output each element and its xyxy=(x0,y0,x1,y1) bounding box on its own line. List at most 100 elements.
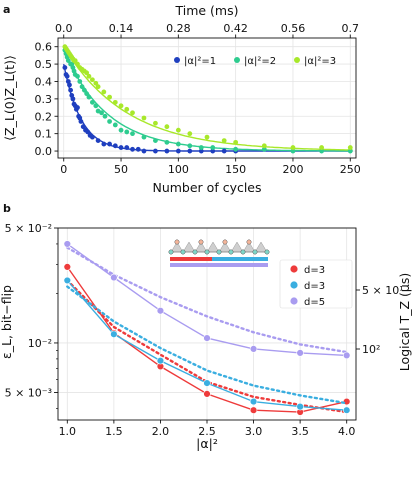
panel-a-y-tick-label: 0.1 xyxy=(35,128,53,141)
data-point-series-1 xyxy=(203,379,211,387)
panel-b-legend-box xyxy=(279,259,353,309)
panel-a-top-tick-label: 0.0 xyxy=(55,22,73,35)
data-point-series-2 xyxy=(156,307,165,315)
data-point-series-0 xyxy=(85,129,91,135)
legend-label-series-0: d=3 xyxy=(304,265,325,276)
data-point-series-1 xyxy=(84,91,90,97)
data-point-series-0 xyxy=(101,141,107,147)
data-point-series-1 xyxy=(164,139,170,145)
data-point-series-0 xyxy=(78,119,84,124)
data-point-series-2 xyxy=(141,115,147,121)
data-point-series-2 xyxy=(110,273,118,282)
panel-a-x-tick-label: 150 xyxy=(225,163,246,176)
data-point-series-0 xyxy=(107,141,112,147)
data-point-series-0 xyxy=(210,148,216,154)
data-point-series-1 xyxy=(63,276,72,285)
data-point-series-0 xyxy=(249,406,258,414)
panel-a-top-tick-label: 0.28 xyxy=(166,22,191,35)
data-point-series-1 xyxy=(319,148,325,154)
data-point-series-0 xyxy=(153,148,158,154)
panel-b-right-axis-label: Logical T_Z (μs) xyxy=(397,273,412,371)
panel-b-x-tick-label: 3.0 xyxy=(245,425,263,438)
data-point-series-2 xyxy=(221,138,227,144)
panel-b-x-tick-label: 2.5 xyxy=(198,425,216,438)
panel-a-x-tick-label: 200 xyxy=(282,163,303,176)
data-point-series-0 xyxy=(141,148,147,154)
panel-b-y-tick-label: 5 × 10⁻² xyxy=(5,222,52,235)
panel-a-legend: |α|²=1 |α|²=2 |α|²=3 xyxy=(174,56,336,67)
inset-lattice-schematic xyxy=(168,239,270,267)
data-point-series-0 xyxy=(63,263,72,271)
panel-a-x-tick-label: 250 xyxy=(340,163,361,176)
legend-label-series-2: d=5 xyxy=(304,297,325,308)
panel-b-x-tick-label: 4.0 xyxy=(338,425,356,438)
data-point-series-1 xyxy=(79,84,85,90)
lattice-node xyxy=(180,249,186,255)
data-point-series-0 xyxy=(89,134,95,140)
legend-marker-series-0 xyxy=(290,265,298,273)
fit-curve-series-2 xyxy=(63,46,353,151)
data-point-series-2 xyxy=(187,131,193,137)
fit-line-series-1 xyxy=(66,285,348,405)
data-point-series-2 xyxy=(101,89,107,95)
data-point-series-0 xyxy=(164,148,170,154)
panel-b-right-tick-label: 10² xyxy=(362,343,380,356)
panel-b-right-ticks: 5 × 10¹ 10² xyxy=(356,284,404,356)
lattice-node xyxy=(192,249,198,255)
panel-label-a: a xyxy=(3,3,10,16)
panel-b-right-tick-label: 5 × 10¹ xyxy=(362,284,404,297)
panel-a-y-tick-label: 0.6 xyxy=(35,41,53,54)
panel-b-y-tick-label: 5 × 10⁻³ xyxy=(5,386,52,399)
data-point-series-1 xyxy=(347,148,353,154)
panel-b-x-tick-label: 1.0 xyxy=(59,425,77,438)
panel-b-legend: d=3 d=3 d=5 xyxy=(279,259,353,309)
data-point-series-1 xyxy=(156,356,165,365)
data-point-series-2 xyxy=(164,124,170,130)
data-point-series-0 xyxy=(95,138,101,144)
data-point-series-0 xyxy=(118,145,124,150)
lattice-node xyxy=(168,249,174,255)
data-point-series-1 xyxy=(249,397,258,406)
lattice-node xyxy=(222,239,228,245)
panel-a-top-tick-label: 0.42 xyxy=(223,22,248,35)
panel-a-y-axis-label: ⟨Z_L(0)Z_L(t)⟩ xyxy=(2,55,17,141)
panel-a-x-axis-label: Number of cycles xyxy=(152,180,261,195)
data-point-series-1 xyxy=(342,406,351,414)
data-point-series-1 xyxy=(290,148,296,154)
lattice-node xyxy=(174,239,180,245)
data-point-series-2 xyxy=(249,345,258,353)
legend-marker-series-1 xyxy=(234,57,240,63)
distance-bar-d3-blue xyxy=(212,257,268,261)
lattice-node xyxy=(252,249,258,255)
panel-b-x-ticks: 1.0 1.5 2.0 2.5 3.0 3.5 4.0 xyxy=(59,420,356,438)
data-point-series-1 xyxy=(110,330,118,338)
legend-label-series-2: |α|²=3 xyxy=(304,56,336,67)
data-point-series-0 xyxy=(68,87,74,93)
data-point-series-0 xyxy=(221,148,227,154)
data-point-series-0 xyxy=(67,82,72,88)
data-point-series-2 xyxy=(203,334,211,342)
data-point-series-0 xyxy=(75,105,80,110)
legend-label-series-0: |α|²=1 xyxy=(184,56,216,67)
panel-b-y-axis-label: ε_L, bit−flip xyxy=(0,285,14,359)
panel-a-x-tick-label: 50 xyxy=(114,163,128,176)
lattice-node xyxy=(264,249,270,255)
panel-a-top-ticks: 0.0 0.14 0.28 0.42 0.56 0.7 xyxy=(55,22,359,38)
data-point-series-2 xyxy=(95,84,101,90)
panel-a-top-tick-label: 0.7 xyxy=(342,22,360,35)
data-point-series-2 xyxy=(296,349,304,357)
data-point-series-0 xyxy=(62,65,68,70)
data-point-series-1 xyxy=(187,143,193,149)
lattice-node xyxy=(204,249,210,255)
legend-label-series-1: d=3 xyxy=(304,281,325,292)
panel-a-fit-curves xyxy=(63,46,353,152)
lattice-node xyxy=(216,249,222,255)
data-point-series-2 xyxy=(130,110,135,116)
distance-bar-d3-red xyxy=(170,257,212,261)
panel-b-y-ticks: 5 × 10⁻² 10⁻² 5 × 10⁻³ xyxy=(5,222,58,409)
panel-a-y-tick-label: 0.3 xyxy=(35,93,53,106)
data-point-series-0 xyxy=(70,96,76,102)
panel-label-b: b xyxy=(3,202,11,215)
data-point-series-2 xyxy=(204,134,210,140)
panel-a-top-tick-label: 0.14 xyxy=(109,22,134,35)
